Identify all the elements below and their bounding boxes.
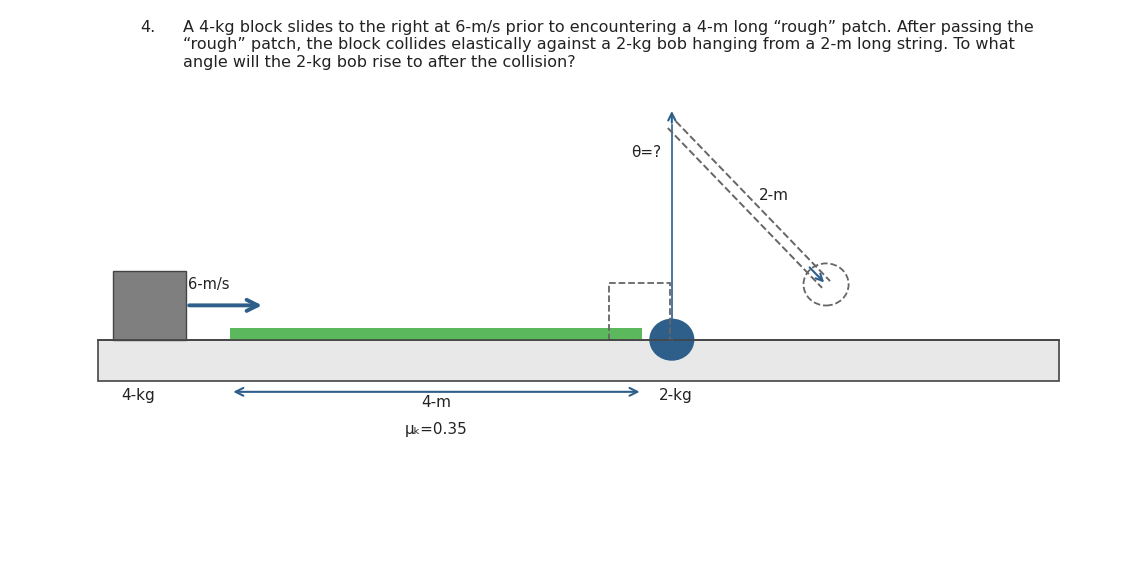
Circle shape xyxy=(649,319,694,361)
Text: θ=?: θ=? xyxy=(631,144,660,160)
Bar xyxy=(112,271,187,340)
Text: μₖ=0.35: μₖ=0.35 xyxy=(405,422,468,437)
Bar xyxy=(609,283,669,340)
Text: 4.: 4. xyxy=(141,20,156,35)
Text: 4-m: 4-m xyxy=(422,395,451,410)
Bar xyxy=(98,340,1060,381)
Bar xyxy=(231,328,642,340)
Text: 2-kg: 2-kg xyxy=(659,388,693,403)
Text: 4-kg: 4-kg xyxy=(122,388,155,403)
Text: 2-m: 2-m xyxy=(758,188,789,203)
Text: 6-m/s: 6-m/s xyxy=(188,277,229,292)
Text: A 4-kg block slides to the right at 6-m/s prior to encountering a 4-m long “roug: A 4-kg block slides to the right at 6-m/… xyxy=(183,20,1034,70)
